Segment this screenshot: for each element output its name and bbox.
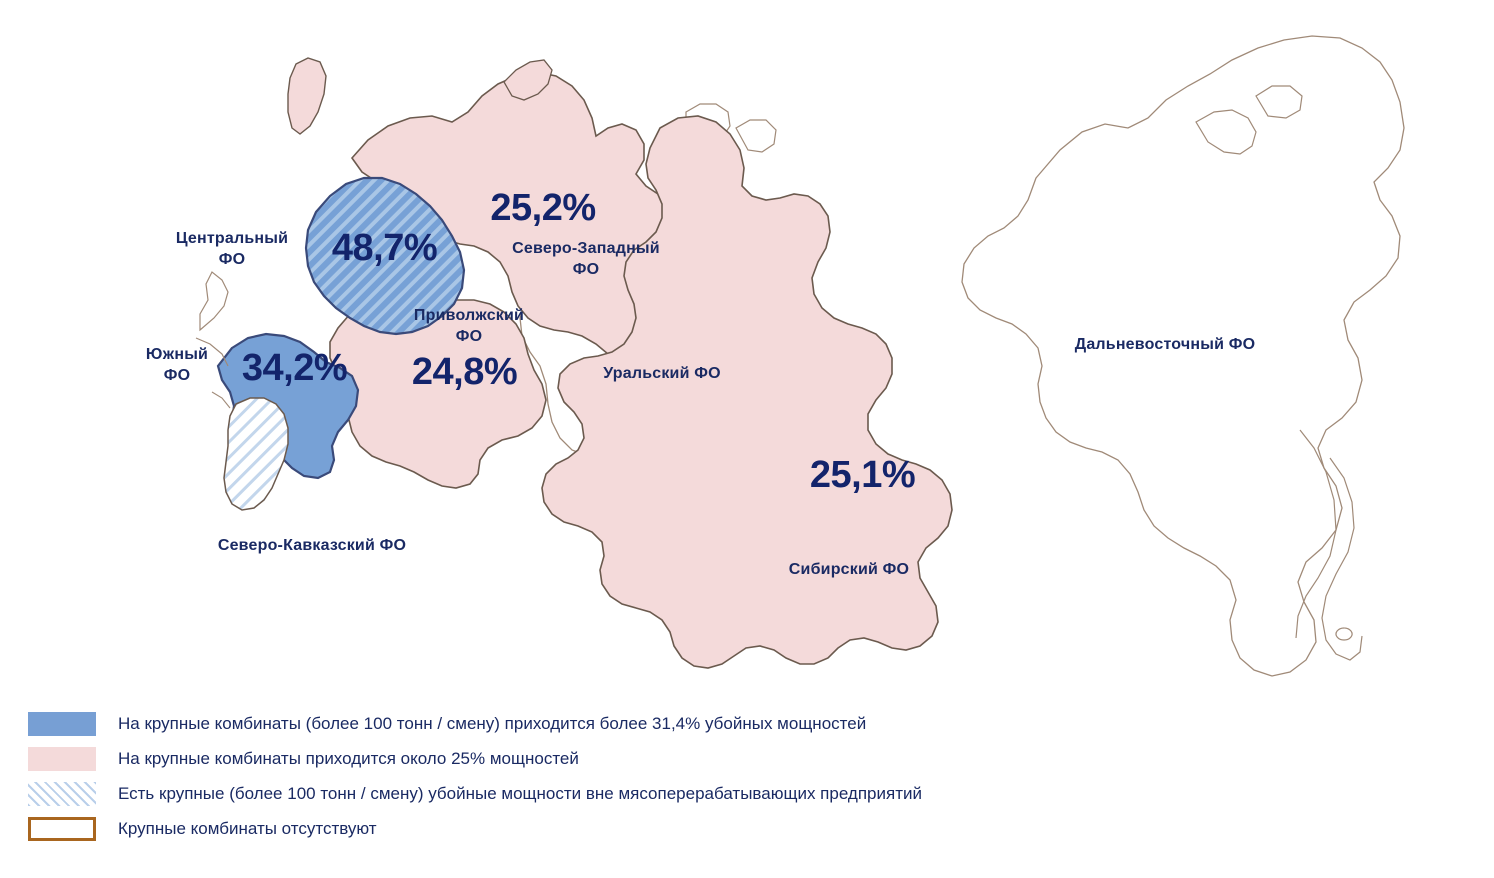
legend-label-hatch: Есть крупные (более 100 тонн / смену) уб… (118, 783, 922, 803)
legend-swatch-blue-icon (28, 711, 96, 736)
legend-item-empty[interactable]: Крупные комбинаты отсутствуют (28, 811, 1328, 846)
legend-label-empty: Крупные комбинаты отсутствуют (118, 818, 377, 838)
legend-swatch-empty-icon (28, 816, 96, 841)
region-central[interactable] (304, 176, 466, 336)
legend-swatch-hatch-icon (28, 781, 96, 806)
region-north-caucasus[interactable] (223, 397, 289, 511)
legend-swatch-pink-icon (28, 746, 96, 771)
map-detail-lines (195, 271, 231, 409)
region-far-east[interactable] (961, 35, 1405, 677)
legend-item-pink[interactable]: На крупные комбинаты приходится около 25… (28, 741, 1328, 776)
legend-label-blue: На крупные комбинаты (более 100 тонн / с… (118, 713, 867, 733)
legend-item-hatch[interactable]: Есть крупные (более 100 тонн / смену) уб… (28, 776, 1328, 811)
legend: На крупные комбинаты (более 100 тонн / с… (28, 706, 1328, 846)
region-siberia[interactable] (541, 115, 953, 669)
legend-label-pink: На крупные комбинаты приходится около 25… (118, 748, 579, 768)
legend-item-blue[interactable]: На крупные комбинаты (более 100 тонн / с… (28, 706, 1328, 741)
